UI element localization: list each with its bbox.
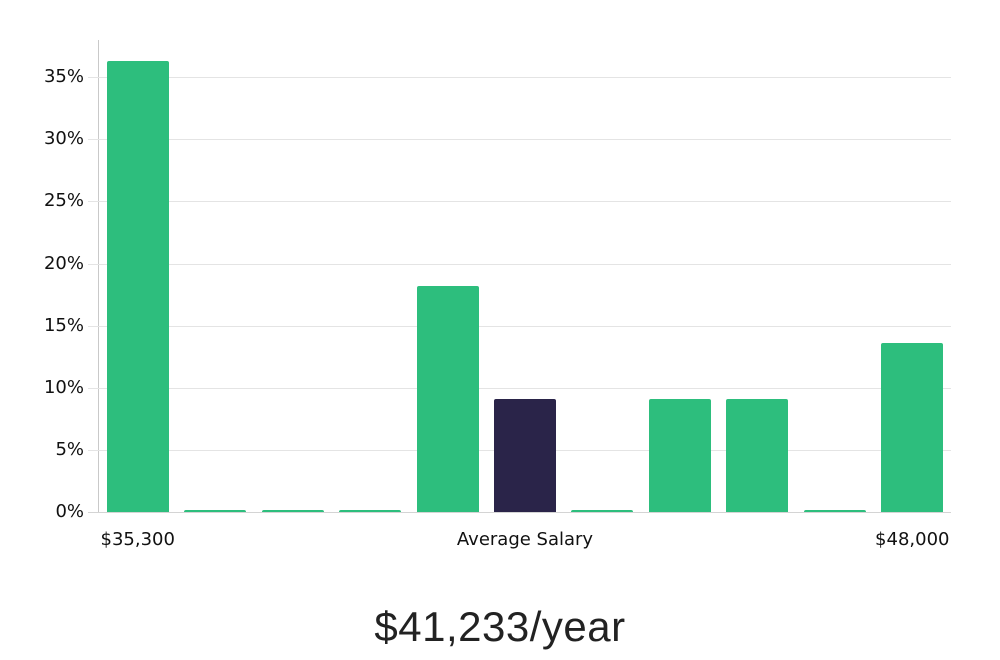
y-axis: 0% 5% 10% 15% 20% 25% 30% 35% [0,40,84,522]
bar[interactable] [416,285,479,512]
gridline-25% [88,201,951,203]
y-tick-label: 15% [43,314,84,336]
plot-area: $35,300 Average Salary $48,000 [88,40,951,550]
y-tick-label: 25% [43,190,84,212]
average-salary-caption: $41,233/year [374,603,626,650]
gridline-0% [88,512,951,513]
bar[interactable] [261,510,324,512]
x-tick-label: $48,000 [875,529,950,550]
y-tick-label: 0% [55,501,84,522]
gridline-35% [88,77,951,79]
x-tick-label: Average Salary [456,529,594,550]
bar[interactable] [184,510,247,512]
y-tick-label: 20% [43,252,84,274]
y-tick-label: 10% [43,376,84,398]
gridline-20% [88,263,951,265]
bar[interactable] [803,510,866,512]
gridline-10% [88,387,951,389]
gridline-15% [88,325,951,327]
y-tick-label: 5% [55,438,84,460]
bar[interactable] [648,398,711,512]
bar[interactable] [571,510,634,512]
y-tick-label: 30% [43,128,84,150]
bar[interactable] [106,61,169,512]
bar[interactable] [881,343,944,512]
bar[interactable] [339,510,402,512]
bar[interactable] [726,398,789,512]
gridline-30% [88,139,951,141]
x-tick-label: $35,300 [100,529,175,550]
bar-average-salary[interactable] [494,398,556,512]
y-tick-label: 35% [43,66,84,88]
